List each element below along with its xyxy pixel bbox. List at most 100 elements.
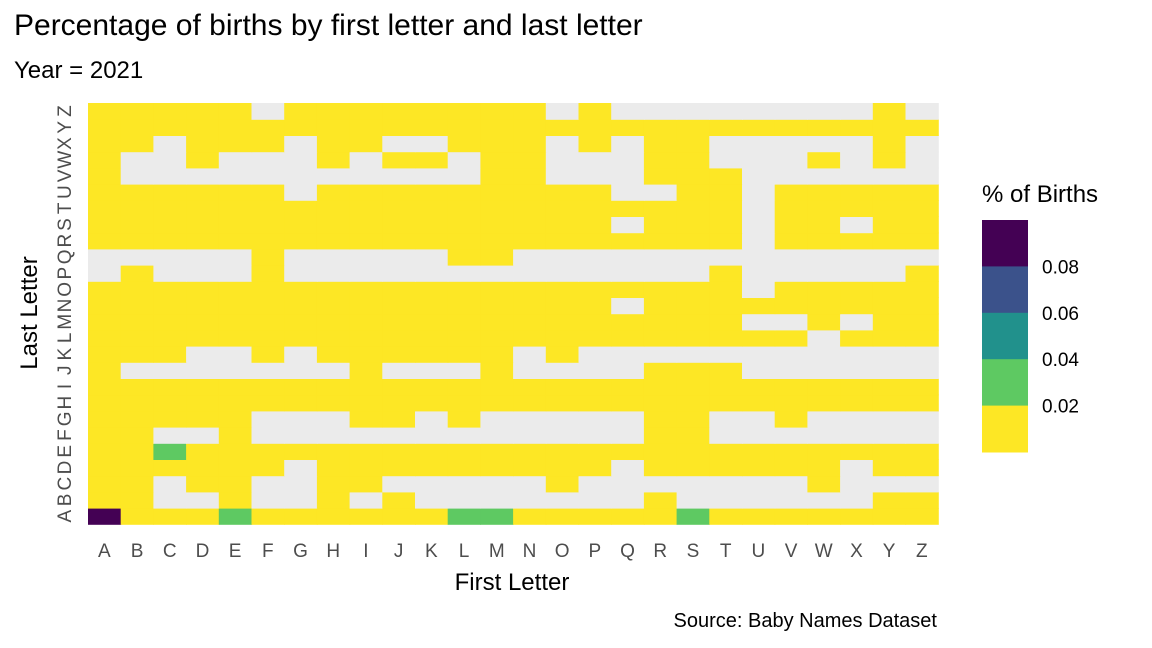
heatmap-cell-F-H	[251, 394, 285, 412]
heatmap-cell-Y-Q	[872, 248, 907, 266]
heatmap-cell-O-F	[545, 427, 580, 444]
heatmap-cell-G-W	[284, 151, 318, 169]
heatmap-cell-V-M	[774, 313, 808, 331]
heatmap-cell-V-R	[774, 232, 808, 250]
heatmap-cell-H-E	[316, 443, 351, 460]
heatmap-cell-A-K	[88, 346, 122, 363]
x-tick-label-I: I	[363, 541, 368, 562]
heatmap-cell-C-A	[153, 508, 187, 525]
legend-title: % of Births	[982, 181, 1098, 208]
heatmap-cell-P-B	[578, 491, 612, 509]
heatmap-cell-J-U	[382, 184, 416, 201]
heatmap-cell-Q-A	[611, 508, 645, 525]
heatmap-cell-L-L	[447, 329, 481, 347]
heatmap-cell-S-Z	[676, 103, 710, 120]
heatmap-cell-U-Q	[742, 248, 776, 266]
heatmap-cell-I-U	[349, 184, 383, 201]
heatmap-cell-X-V	[840, 167, 874, 185]
heatmap-cell-A-Q	[88, 248, 122, 266]
heatmap-cell-R-U	[643, 184, 678, 201]
heatmap-cell-K-G	[415, 410, 449, 428]
heatmap-cell-I-C	[349, 475, 383, 493]
x-tick-label-R: R	[653, 541, 667, 562]
heatmap-cell-I-O	[349, 281, 383, 298]
heatmap-cell-V-S	[774, 216, 808, 234]
heatmap-cell-V-L	[774, 329, 808, 347]
heatmap-cell-X-S	[840, 216, 874, 234]
heatmap-cell-H-Z	[316, 103, 351, 120]
heatmap-cell-U-P	[742, 265, 776, 282]
heatmap-cell-A-W	[88, 151, 122, 169]
heatmap-cell-W-G	[807, 410, 841, 428]
heatmap-cell-S-G	[676, 410, 710, 428]
heatmap-cell-G-P	[284, 265, 318, 282]
heatmap-cell-K-Y	[415, 119, 449, 136]
x-tick-label-S: S	[687, 541, 700, 562]
heatmap-cell-F-W	[251, 151, 285, 169]
heatmap-cell-J-F	[382, 427, 416, 444]
heatmap-cell-N-Y	[513, 119, 547, 136]
heatmap-cell-G-T	[284, 200, 318, 217]
heatmap-cell-S-W	[676, 151, 710, 169]
heatmap-cell-Z-U	[905, 184, 939, 201]
heatmap-cell-C-G	[153, 410, 187, 428]
heatmap-cell-L-F	[447, 427, 481, 444]
heatmap-cell-F-P	[251, 265, 285, 282]
heatmap-cell-Y-T	[872, 200, 907, 217]
y-tick-label-Y: Y	[55, 121, 76, 134]
heatmap-cell-P-I	[578, 378, 612, 396]
y-tick-label-B: B	[55, 494, 76, 507]
heatmap-cell-S-I	[676, 378, 710, 396]
heatmap-cell-S-F	[676, 427, 710, 444]
heatmap-cell-S-B	[676, 491, 710, 509]
heatmap-cell-L-P	[447, 265, 481, 282]
heatmap-cell-Z-W	[905, 151, 939, 169]
heatmap-cell-R-P	[643, 265, 678, 282]
heatmap-cell-Y-K	[872, 346, 907, 363]
heatmap-cell-Z-B	[905, 491, 939, 509]
heatmap-cell-R-D	[643, 459, 678, 477]
heatmap-cell-I-N	[349, 297, 383, 315]
heatmap-cell-G-M	[284, 313, 318, 331]
heatmap-cell-Q-R	[611, 232, 645, 250]
heatmap-cell-E-B	[218, 491, 253, 509]
heatmap-cell-Q-W	[611, 151, 645, 169]
heatmap-cell-G-A	[284, 508, 318, 525]
heatmap-cell-H-G	[316, 410, 351, 428]
heatmap-cell-B-W	[120, 151, 154, 169]
heatmap-cell-W-B	[807, 491, 841, 509]
heatmap-cell-T-Y	[709, 119, 743, 136]
heatmap-cell-T-U	[709, 184, 743, 201]
heatmap-cell-S-K	[676, 346, 710, 363]
heatmap-cell-C-P	[153, 265, 187, 282]
heatmap-cell-J-Q	[382, 248, 416, 266]
heatmap-cell-F-L	[251, 329, 285, 347]
heatmap-cell-Y-G	[872, 410, 907, 428]
heatmap-cell-T-M	[709, 313, 743, 331]
heatmap-cell-Z-I	[905, 378, 939, 396]
heatmap-cell-E-X	[218, 135, 253, 153]
heatmap-cell-J-I	[382, 378, 416, 396]
heatmap-cell-B-M	[120, 313, 154, 331]
heatmap-cell-M-T	[480, 200, 514, 217]
heatmap-cell-F-U	[251, 184, 285, 201]
heatmap-cell-Y-W	[872, 151, 907, 169]
heatmap-cell-X-B	[840, 491, 874, 509]
heatmap-cell-Z-M	[905, 313, 939, 331]
y-tick-label-K: K	[55, 347, 76, 360]
heatmap-cell-Y-Y	[872, 119, 907, 136]
heatmap-cell-Y-N	[872, 297, 907, 315]
heatmap-cell-D-T	[186, 200, 220, 217]
x-tick-label-T: T	[720, 541, 732, 562]
heatmap-cell-U-K	[742, 346, 776, 363]
heatmap-cell-M-W	[480, 151, 514, 169]
heatmap-cell-N-P	[513, 265, 547, 282]
y-tick-label-S: S	[55, 218, 76, 231]
heatmap-cell-E-G	[218, 410, 253, 428]
heatmap-cell-A-H	[88, 394, 122, 412]
heatmap-cell-O-A	[545, 508, 580, 525]
heatmap-cell-Z-R	[905, 232, 939, 250]
heatmap-cell-U-V	[742, 167, 776, 185]
heatmap-cell-T-L	[709, 329, 743, 347]
